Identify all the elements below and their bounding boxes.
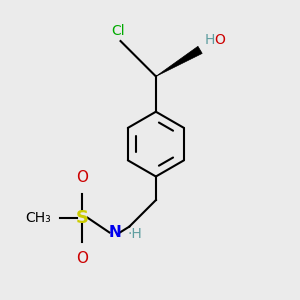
Text: S: S [76, 209, 89, 227]
Polygon shape [156, 46, 202, 76]
Text: Cl: Cl [111, 24, 124, 38]
Text: H: H [205, 33, 215, 47]
Text: O: O [214, 33, 225, 47]
Text: N: N [108, 225, 121, 240]
Text: ·H: ·H [127, 227, 142, 241]
Text: O: O [76, 170, 88, 185]
Text: O: O [76, 251, 88, 266]
Text: CH₃: CH₃ [26, 211, 51, 225]
